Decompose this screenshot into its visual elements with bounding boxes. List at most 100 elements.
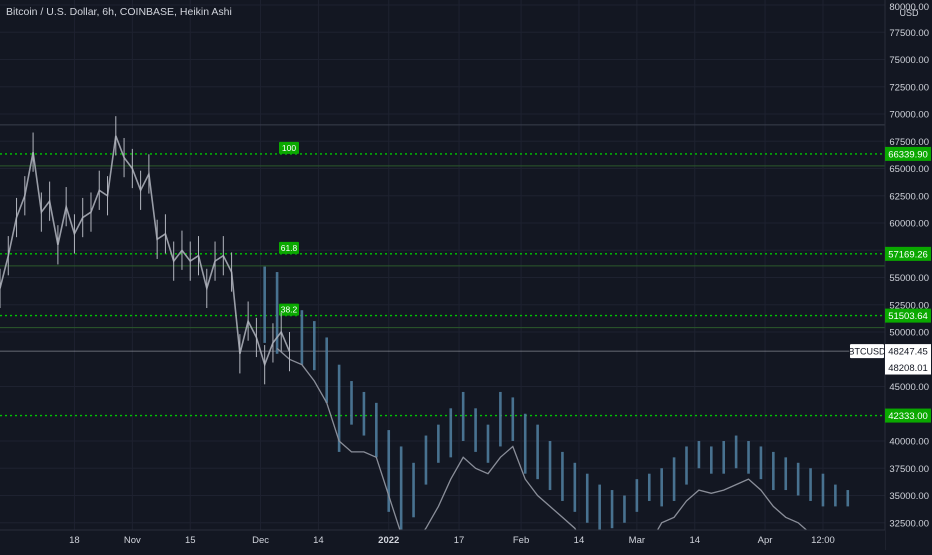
level-price-badge — [885, 408, 931, 423]
projection-bar — [375, 402, 378, 458]
projection-bar — [300, 310, 304, 365]
chart-title: Bitcoin / U.S. Dollar, 6h, COINBASE, Hei… — [6, 6, 232, 18]
time-tick-label: 15 — [185, 535, 196, 546]
time-tick-label: 18 — [69, 535, 80, 546]
fib-levels: 100 61.8 38.2 — [0, 124, 885, 417]
projection-bar — [399, 446, 403, 540]
price-tick-label: 77500.00 — [889, 28, 929, 39]
time-tick-label: 14 — [689, 535, 700, 546]
time-tick-label: 2022 — [378, 535, 399, 546]
projection-bar — [796, 462, 800, 496]
grid — [0, 0, 885, 530]
time-tick-label: Nov — [124, 535, 141, 546]
price-tick-label: 60000.00 — [889, 219, 929, 230]
time-tick-label: 12:00 — [811, 535, 835, 546]
projection-bar — [834, 484, 837, 507]
price-tick-label: 37500.00 — [889, 464, 929, 475]
price-tick-label: 35000.00 — [889, 491, 929, 502]
projection-bar — [573, 462, 577, 512]
time-tick-label: Feb — [513, 535, 529, 546]
projection-bar — [461, 391, 465, 441]
price-path — [0, 135, 291, 368]
projection-bar — [660, 468, 663, 507]
fib-ratio-tag — [279, 241, 299, 254]
projection-bar — [672, 457, 676, 501]
price-tick-label: 52500.00 — [889, 300, 929, 311]
projection-bar — [722, 441, 726, 474]
secondary-price-label: 48208.01 — [888, 363, 928, 374]
projection-bar — [710, 446, 713, 474]
projection-bar — [362, 391, 366, 436]
projection-bar — [561, 451, 564, 501]
time-tick-label: 14 — [574, 535, 585, 546]
projection-bar — [511, 397, 515, 441]
projection-bar — [821, 473, 825, 507]
projection-bar — [474, 408, 477, 452]
projection-bar — [759, 446, 763, 480]
price-tick-label: 67500.00 — [889, 137, 929, 148]
projection-bar — [263, 266, 266, 343]
projection-bar — [523, 413, 527, 474]
symbol-label: BTCUSD — [848, 347, 886, 357]
current-price-label: 48247.45 — [888, 347, 928, 358]
projection-bar — [772, 451, 775, 491]
projection-bar — [585, 473, 589, 523]
level-price-badge — [885, 146, 931, 161]
level-price-label: 66339.90 — [888, 149, 928, 160]
level-price-label: 51503.64 — [888, 311, 928, 322]
price-tick-label: 55000.00 — [889, 273, 929, 284]
fib-ratio-tag — [279, 303, 299, 316]
fib-ratio-label: 100 — [282, 143, 296, 153]
time-tick-label: Mar — [629, 535, 645, 546]
price-tick-label: 62500.00 — [889, 191, 929, 202]
projection-bar — [325, 337, 329, 403]
projection-bar — [499, 391, 502, 447]
price-tick-label: 65000.00 — [889, 164, 929, 175]
projection-bar — [350, 381, 353, 425]
fib-ratio-tag — [279, 141, 299, 154]
projection-path — [276, 347, 849, 555]
level-price-badge — [885, 246, 931, 261]
projection-bar — [437, 424, 440, 463]
projection-bar — [312, 321, 316, 371]
currency-label: USD — [899, 8, 919, 18]
price-tick-label: 80000.00 — [889, 2, 929, 13]
price-tick-label: 40000.00 — [889, 437, 929, 448]
price-tick-label: 32500.00 — [889, 518, 929, 529]
projection-bar — [610, 490, 614, 529]
level-price-label: 42333.00 — [888, 411, 928, 422]
fib-ratio-label: 61.8 — [281, 243, 298, 253]
time-axis[interactable]: 18 Nov 15 Dec 14 2022 17 Feb 14 Mar 14 Apr 12:00 — [0, 529, 885, 550]
projection-bar — [424, 435, 428, 485]
projection-bar — [387, 430, 391, 512]
price-tick-label: 75000.00 — [889, 55, 929, 66]
axis-background — [885, 0, 932, 550]
projection-bar — [449, 408, 453, 458]
projection — [263, 266, 850, 555]
projection-bar — [598, 484, 601, 534]
projection-bar — [747, 441, 750, 474]
projection-bar — [647, 473, 651, 501]
fib-ratio-label: 38.2 — [281, 305, 298, 315]
time-tick-label: Dec — [252, 535, 269, 546]
projection-bar — [536, 424, 539, 480]
projection-bar — [809, 468, 812, 501]
price-tick-label: 45000.00 — [889, 382, 929, 393]
price-tick-label: 72500.00 — [889, 82, 929, 93]
projection-bar — [697, 441, 701, 469]
price-tick-label: 50000.00 — [889, 328, 929, 339]
level-price-badge — [885, 308, 931, 323]
time-tick-label: 14 — [313, 535, 324, 546]
price-axis[interactable]: 77500.00 75000.00 72500.00 70000.00 67500.00… — [848, 0, 932, 550]
projection-bar — [548, 441, 552, 491]
projection-bar — [623, 495, 626, 523]
level-price-label: 57169.26 — [888, 249, 928, 260]
projection-bar — [337, 364, 341, 452]
symbol-badge — [850, 344, 884, 359]
time-tick-label: Apr — [758, 535, 773, 546]
secondary-price-badge — [885, 360, 931, 375]
projection-bar — [734, 435, 738, 469]
